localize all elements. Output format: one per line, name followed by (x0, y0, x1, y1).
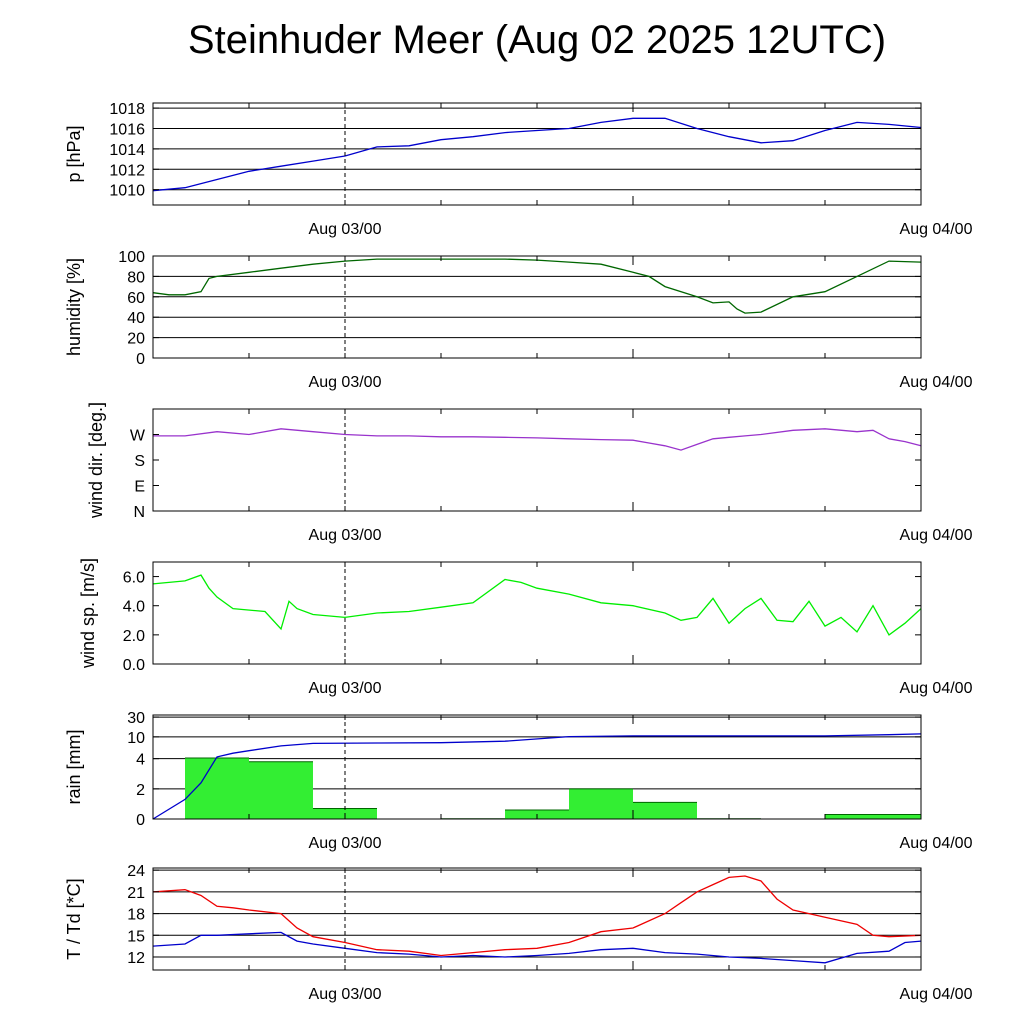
rain-bar (825, 814, 921, 819)
x-tick-label: Aug 04/00 (900, 374, 973, 391)
y-tick-label: 0.0 (123, 657, 145, 674)
y-tick-label: 80 (127, 269, 145, 286)
y-tick-label: N (133, 504, 145, 521)
y-tick-label: 15 (127, 928, 145, 945)
y-tick-label: 4.0 (123, 599, 145, 616)
x-tick-label: Aug 04/00 (900, 527, 973, 544)
y-axis-title: wind sp. [m/s] (78, 558, 98, 669)
y-tick-label: 1014 (109, 142, 145, 159)
y-tick-label: 4 (136, 752, 145, 769)
x-tick-label: Aug 03/00 (309, 374, 382, 391)
y-tick-label: 1018 (109, 101, 145, 118)
chart-title: Steinhuder Meer (Aug 02 2025 12UTC) (187, 18, 887, 62)
series-line (152, 931, 922, 964)
x-tick-label: Aug 04/00 (900, 221, 973, 238)
rain-bar (569, 788, 633, 819)
rain-bar (185, 757, 249, 819)
series-line (153, 428, 922, 451)
y-axis-title: p [hPa] (64, 125, 84, 182)
y-tick-label: 1016 (109, 122, 145, 139)
x-tick-label: Aug 03/00 (309, 221, 382, 238)
y-tick-label: 12 (127, 950, 145, 967)
y-axis-title: wind dir. [deg.] (86, 402, 106, 519)
x-tick-label: Aug 03/00 (309, 527, 382, 544)
panel-frame (152, 408, 922, 512)
y-tick-label: 40 (127, 310, 145, 327)
x-tick-label: Aug 03/00 (309, 680, 382, 697)
y-tick-label: W (130, 428, 146, 445)
y-tick-label: 24 (127, 863, 145, 880)
y-tick-label: E (134, 479, 145, 496)
y-tick-label: 21 (127, 885, 145, 902)
series-line (152, 875, 922, 957)
y-tick-label: 2 (136, 782, 145, 799)
panel-frame (152, 867, 922, 971)
y-tick-label: 20 (127, 331, 145, 348)
x-tick-label: Aug 04/00 (900, 680, 973, 697)
y-tick-label: 10 (127, 730, 145, 747)
series-line (152, 574, 922, 636)
series-line (152, 733, 922, 820)
rain-bar (633, 802, 697, 819)
panel-frame (152, 561, 922, 665)
series-line (152, 258, 922, 314)
y-tick-label: 0 (136, 351, 145, 368)
y-tick-label: 30 (127, 710, 145, 727)
y-tick-label: 0 (136, 812, 145, 829)
y-tick-label: 1010 (109, 183, 145, 200)
y-tick-label: 60 (127, 290, 145, 307)
x-tick-label: Aug 03/00 (309, 835, 382, 852)
y-axis-title: humidity [%] (64, 258, 84, 356)
y-tick-label: 6.0 (123, 570, 145, 587)
series-line (152, 117, 922, 192)
y-tick-label: S (134, 453, 145, 470)
x-tick-label: Aug 04/00 (900, 986, 973, 1003)
x-tick-label: Aug 03/00 (309, 986, 382, 1003)
y-tick-label: 1012 (109, 162, 145, 179)
y-axis-title: rain [mm] (64, 729, 84, 804)
x-tick-label: Aug 04/00 (900, 835, 973, 852)
y-tick-label: 100 (118, 249, 145, 266)
y-axis-title: T / Td [*C] (64, 878, 84, 959)
y-tick-label: 18 (127, 907, 145, 924)
panel-frame (152, 255, 922, 359)
y-tick-label: 2.0 (123, 628, 145, 645)
rain-bar (249, 761, 313, 819)
